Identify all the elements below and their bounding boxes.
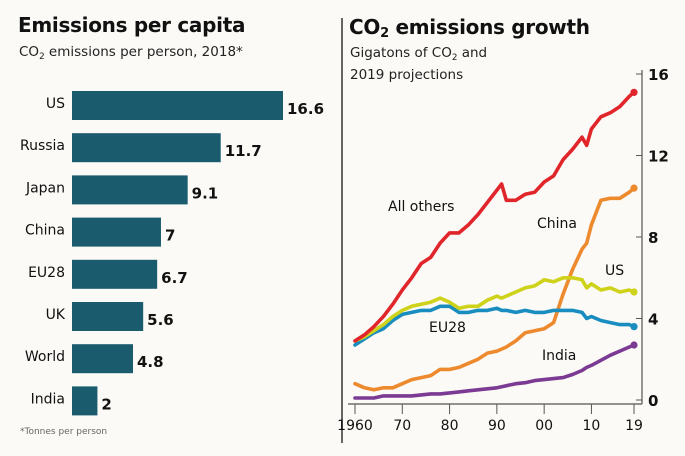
- bar-us: [72, 91, 283, 120]
- series-label-india: India: [542, 348, 576, 364]
- y-tick-label: 4: [648, 311, 658, 329]
- bar-india: [72, 386, 98, 416]
- left-chart-title: Emissions per capita: [18, 13, 246, 37]
- y-tick-label: 0: [648, 392, 658, 410]
- subtitle-text: CO: [19, 44, 40, 60]
- series-label-china: China: [537, 216, 577, 232]
- bar-value-label: 4.8: [137, 353, 164, 371]
- footnote: *Tonnes per person: [20, 427, 108, 437]
- bar-category-label: Russia: [20, 138, 65, 154]
- bar-value-label: 7: [165, 227, 175, 245]
- x-tick-label: 10: [583, 418, 601, 434]
- bar-category-label: EU28: [28, 265, 65, 281]
- subscript: 2: [380, 26, 389, 41]
- series-line-us: [353, 275, 636, 343]
- series-label-us: US: [605, 263, 624, 279]
- series-endpoint-india: [630, 341, 638, 349]
- series-endpoint-eu28: [630, 323, 638, 331]
- bar-china: [72, 217, 161, 247]
- bar-chart: US 16.6 Russia 11.7 Japan 9.1 China 7 EU28 6.7 UK 5…: [20, 91, 324, 416]
- y-tick-label: 16: [648, 66, 669, 84]
- x-tick-label: 00: [535, 418, 553, 434]
- bar-value-label: 5.6: [147, 311, 174, 329]
- x-tick-label: 19: [625, 418, 643, 434]
- x-tick-label: 90: [488, 418, 506, 434]
- title-text: emissions growth: [388, 15, 590, 39]
- subtitle-text: emissions per person, 2018*: [44, 44, 243, 60]
- bar-eu28: [72, 259, 158, 289]
- series-line-china: [353, 186, 636, 392]
- bar-world: [72, 344, 134, 374]
- bar-value-label: 9.1: [192, 184, 219, 202]
- title-text: CO: [349, 15, 381, 39]
- bar-value-label: 16.6: [287, 100, 324, 118]
- bar-uk: [72, 302, 144, 331]
- subtitle-text: Gigatons of CO: [350, 45, 452, 61]
- right-chart-subtitle: Gigatons of CO2 and 2019 projections: [350, 45, 550, 84]
- series-label-all-others: All others: [388, 199, 454, 215]
- series-endpoint-us: [630, 288, 638, 296]
- right-chart-title: CO2 emissions growth: [349, 15, 590, 41]
- subtitle-text: 2019 projections: [350, 67, 464, 83]
- y-tick-label: 8: [648, 229, 658, 247]
- line-chart: 0 4 8 12 16 1960 70 80 90 00 10 19 All others China US…: [337, 66, 669, 434]
- subscript: 2: [451, 53, 458, 63]
- bar-value-label: 11.7: [225, 142, 262, 160]
- bar-russia: [72, 133, 221, 163]
- bar-category-label: US: [46, 96, 65, 112]
- x-tick-label: 70: [393, 418, 411, 434]
- series-endpoint-china: [630, 184, 638, 192]
- series-line-all-others: [353, 90, 636, 343]
- bar-category-label: India: [31, 391, 65, 407]
- series-label-eu28: EU28: [429, 320, 466, 336]
- x-tick-label: 1960: [337, 418, 373, 434]
- bar-category-label: China: [25, 223, 65, 239]
- subscript: 2: [39, 52, 45, 62]
- left-chart-subtitle: CO2 emissions per person, 2018*: [19, 44, 243, 66]
- bar-category-label: UK: [46, 307, 66, 323]
- series-line-eu28: [353, 304, 636, 347]
- bar-value-label: 6.7: [161, 269, 188, 287]
- panel-divider: [341, 18, 343, 443]
- x-tick-label: 80: [441, 418, 459, 434]
- series-endpoint-all-others: [630, 88, 638, 96]
- bar-category-label: Japan: [25, 180, 65, 196]
- bar-japan: [72, 175, 188, 205]
- subtitle-text: and: [457, 45, 488, 61]
- series-line-india: [353, 343, 636, 400]
- bar-value-label: 2: [101, 395, 111, 413]
- bar-category-label: World: [25, 349, 65, 365]
- y-tick-label: 12: [648, 148, 669, 166]
